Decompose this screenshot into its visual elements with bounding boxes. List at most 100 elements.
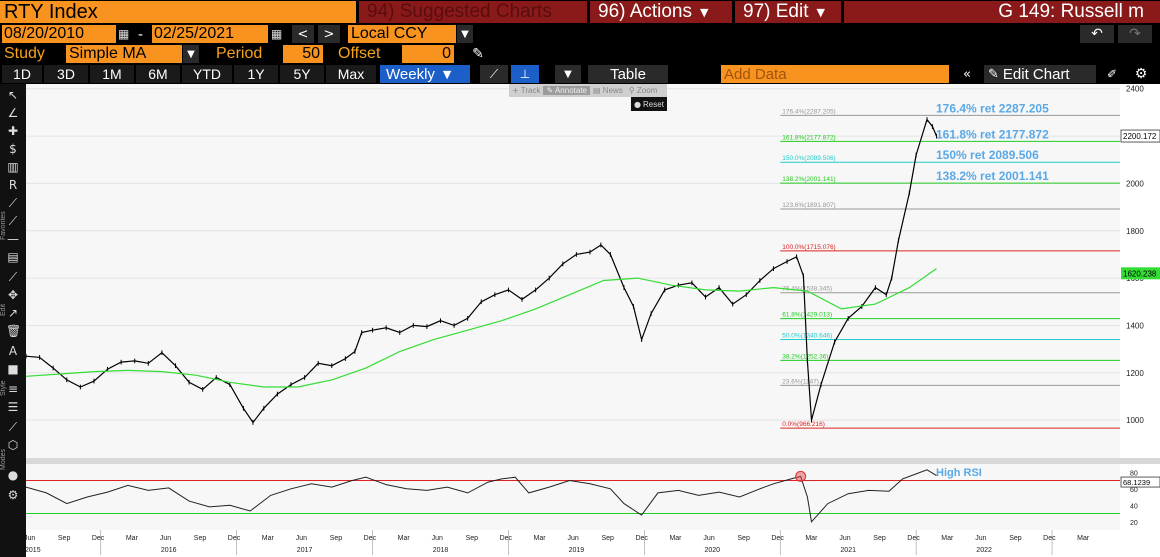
calendar-icon[interactable]: ▦ — [118, 27, 130, 41]
x-month-label: Mar — [805, 535, 818, 542]
pencil-icon[interactable]: ✎ — [472, 46, 484, 62]
add-data-input[interactable]: Add Data — [721, 65, 949, 83]
chart-settings-icon[interactable]: ✐ — [1106, 67, 1118, 81]
line-tool-icon[interactable]: ∠ — [7, 106, 19, 120]
offset-label: Offset — [338, 45, 398, 63]
rsi-line — [26, 469, 937, 523]
study-select[interactable]: Simple MA — [66, 45, 182, 63]
period-button-5y[interactable]: 5Y — [280, 65, 324, 83]
chevron-down-icon: ▼ — [816, 5, 825, 19]
price-chart[interactable]: 100012001400160018002000220024000.0%(966… — [26, 84, 1160, 557]
line-chart-icon[interactable]: ⟋ — [480, 65, 508, 83]
bar-chart-icon[interactable]: ⊥ — [511, 65, 539, 83]
suggested-charts-menu[interactable]: 94) Suggested Charts — [359, 1, 587, 23]
period-button-1m[interactable]: 1M — [90, 65, 134, 83]
chevron-down-icon[interactable]: ▼ — [555, 65, 581, 83]
redo-icon[interactable]: ↷ — [1118, 25, 1152, 43]
trash-icon[interactable]: 🗑 — [6, 324, 22, 338]
mode-news[interactable]: ▤ News — [590, 86, 626, 95]
horizontal-line-icon[interactable]: — — [7, 232, 19, 246]
x-year-label: 2021 — [840, 547, 856, 554]
rsi-last-tag — [1120, 476, 1160, 488]
edit-menu[interactable]: 97) Edit ▼ — [735, 1, 841, 23]
fib-level-label: 138.2%(2001.141) — [782, 176, 836, 183]
line-style-icon[interactable]: ☰ — [7, 400, 19, 414]
ticker-field[interactable]: RTY Index — [0, 1, 356, 23]
chevron-down-icon[interactable]: ▼ — [457, 25, 473, 43]
period-toolbar: 1D 3D 1M 6M YTD 1Y 5Y Max Weekly ▼ ⟋ ⊥ ▼ … — [0, 64, 1160, 84]
gear-icon[interactable]: ⚙ — [7, 488, 19, 502]
chevron-down-icon[interactable]: ▼ — [183, 45, 199, 63]
chevron-down-icon: ▼ — [700, 5, 709, 19]
x-month-label: Dec — [92, 535, 105, 542]
ma-last-label: 1620.238 — [1123, 269, 1157, 278]
fib-level-label: 176.4%(2287.205) — [782, 108, 836, 115]
next-period-button[interactable]: > — [318, 25, 340, 43]
mode-annotate[interactable]: ✎ Annotate — [543, 86, 590, 95]
period-input[interactable]: 50 — [283, 45, 323, 63]
period-value: 50 — [302, 45, 320, 62]
x-month-label: Dec — [771, 535, 784, 542]
period-button-1d[interactable]: 1D — [2, 65, 42, 83]
gear-icon[interactable]: ⚙ — [1134, 66, 1148, 82]
period-button-max[interactable]: Max — [326, 65, 376, 83]
text-icon[interactable]: A — [8, 344, 18, 358]
frequency-select[interactable]: Weekly ▼ — [380, 65, 470, 83]
highlight-icon[interactable]: ⬡ — [7, 438, 19, 452]
color-mode-icon[interactable]: ● — [7, 468, 19, 482]
edit-chart-button[interactable]: ✎ Edit Chart — [984, 65, 1096, 83]
brush-icon[interactable]: ⟋ — [8, 196, 18, 210]
table-button[interactable]: Table — [588, 65, 668, 83]
y-tick-label: 2400 — [1126, 85, 1144, 94]
start-date-input[interactable]: 08/20/2010 — [2, 25, 116, 43]
reset-button[interactable]: ● Reset — [631, 97, 667, 111]
end-date-input[interactable]: 02/25/2021 — [152, 25, 268, 43]
x-month-label: Jun — [160, 535, 171, 542]
pencil-icon: ✎ — [546, 86, 554, 95]
period-button-6m[interactable]: 6M — [136, 65, 180, 83]
mode-zoom[interactable]: ⚲ Zoom — [626, 86, 661, 95]
rsi-last-label: 68.1239 — [1123, 478, 1150, 487]
period-button-3d[interactable]: 3D — [44, 65, 88, 83]
date-separator: - — [138, 25, 148, 43]
actions-menu[interactable]: 96) Actions ▼ — [590, 1, 732, 23]
crosshair-icon[interactable]: ✚ — [7, 124, 19, 138]
retracement-icon[interactable]: R — [8, 178, 18, 192]
collapse-icon[interactable]: « — [963, 66, 971, 82]
main-plot-area — [26, 84, 1120, 458]
offset-value: 0 — [442, 45, 451, 62]
trend-line-icon[interactable]: ⟋ — [8, 214, 18, 228]
line-weight-icon[interactable]: ≡ — [7, 382, 19, 396]
period-button-label: Max — [337, 66, 365, 82]
fib-level-label: 0.0%(966.216) — [782, 421, 825, 428]
period-button-ytd[interactable]: YTD — [182, 65, 232, 83]
x-year-label: 2016 — [161, 547, 177, 554]
calendar-icon[interactable]: ▦ — [271, 27, 283, 41]
reset-icon: ● — [634, 99, 642, 109]
draw-mode-icon[interactable]: ⟋ — [8, 420, 18, 434]
currency-select[interactable]: Local CCY — [348, 25, 456, 43]
cursor-icon[interactable]: ↖ — [7, 88, 19, 102]
x-month-label: Sep — [58, 535, 71, 542]
offset-input[interactable]: 0 — [402, 45, 454, 63]
y-tick-label: 2000 — [1126, 179, 1144, 188]
move-icon[interactable]: ✥ — [7, 288, 19, 302]
undo-icon[interactable]: ↶ — [1080, 25, 1114, 43]
period-button-1y[interactable]: 1Y — [234, 65, 278, 83]
dollar-icon[interactable]: $ — [9, 142, 17, 156]
x-month-label: Jun — [839, 535, 850, 542]
fibonacci-icon[interactable]: ▥ — [7, 160, 19, 174]
color-square-icon[interactable]: ■ — [7, 362, 19, 376]
study-bar: Study Simple MA ▼ Period 50 Offset 0 ✎ — [0, 44, 1160, 64]
mode-track[interactable]: + Track — [509, 86, 543, 95]
retracement-annotation: 150% ret 2089.506 — [936, 148, 1039, 162]
x-month-label: Dec — [1043, 535, 1056, 542]
fib-level-label: 50.0%(1340.646) — [782, 332, 832, 339]
channel-icon[interactable]: ▤ — [7, 250, 19, 264]
window-title: G 149: Russell m — [844, 1, 1160, 23]
last-price-label: 2200.172 — [1123, 132, 1157, 141]
previous-period-button[interactable]: < — [292, 25, 314, 43]
arrow-icon[interactable]: ↗ — [7, 306, 19, 320]
ray-icon[interactable]: ⟋ — [8, 270, 18, 284]
pencil-icon: ✎ — [988, 66, 999, 82]
